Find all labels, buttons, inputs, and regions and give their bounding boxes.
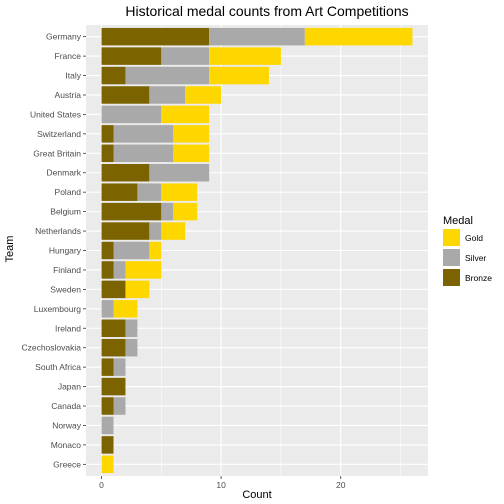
bar-silver-italy (125, 66, 210, 85)
x-tick-label: 20 (336, 480, 346, 490)
legend-label-silver: Silver (465, 253, 486, 263)
bar-bronze-italy (101, 66, 126, 85)
bar-bronze-switzerland (101, 125, 114, 143)
bar-bronze-belgium (101, 202, 162, 221)
bar-bronze-austria (101, 86, 150, 104)
legend-label-bronze: Bronze (465, 273, 492, 283)
bar-bronze-finland (101, 261, 114, 279)
bar-silver-south-africa (113, 358, 126, 376)
bar-bronze-monaco (101, 436, 114, 454)
x-axis-title: Count (242, 489, 271, 501)
bar-gold-austria (185, 86, 222, 104)
y-tick-label: Canada (51, 401, 81, 411)
bar-silver-netherlands (149, 222, 162, 240)
bar-gold-great-britain (173, 144, 210, 163)
y-axis-ticks: Germany France Italy Austria United States Sw… (21, 32, 86, 469)
y-tick-label: Monaco (51, 440, 82, 450)
bar-bronze-hungary (101, 241, 114, 260)
legend-label-gold: Gold (465, 233, 483, 243)
bar-silver-luxembourg (101, 300, 114, 318)
bar-silver-belgium (161, 202, 174, 221)
legend-swatch-silver (443, 249, 460, 266)
y-tick-label: Great Britain (33, 148, 81, 158)
bar-silver-germany (209, 27, 305, 46)
bar-bronze-japan (101, 377, 126, 396)
bar-silver-switzerland (113, 125, 174, 143)
bar-bronze-netherlands (101, 222, 150, 240)
y-tick-label: Netherlands (35, 226, 81, 236)
bar-bronze-great-britain (101, 144, 114, 163)
bar-gold-france (209, 47, 281, 65)
y-tick-label: United States (30, 109, 81, 119)
y-tick-label: Switzerland (37, 129, 81, 139)
y-tick-label: France (55, 51, 82, 61)
bar-gold-greece (101, 455, 114, 474)
y-tick-label: Luxembourg (34, 304, 82, 314)
bar-silver-norway (101, 416, 114, 435)
x-axis-ticks: 0 10 20 (99, 476, 346, 490)
bar-silver-denmark (149, 163, 210, 182)
bar-gold-netherlands (161, 222, 186, 240)
bar-bronze-germany (101, 27, 210, 46)
bar-gold-germany (304, 27, 413, 46)
bar-silver-ireland (125, 319, 138, 338)
bar-gold-united-states (161, 105, 210, 124)
bar-silver-canada (113, 397, 126, 415)
bar-gold-switzerland (173, 125, 210, 143)
y-tick-label: Finland (53, 265, 81, 275)
y-tick-label: Japan (58, 382, 81, 392)
y-tick-label: Sweden (50, 284, 81, 294)
bars (101, 27, 413, 474)
y-tick-label: Belgium (50, 207, 81, 217)
y-tick-label: Czechoslovakia (21, 343, 81, 353)
bar-silver-czechoslovakia (125, 338, 138, 357)
legend-swatch-bronze (443, 269, 460, 286)
bar-bronze-canada (101, 397, 114, 415)
y-tick-label: Ireland (55, 323, 81, 333)
bar-silver-poland (137, 183, 162, 201)
y-tick-label: Hungary (49, 246, 82, 256)
bar-silver-austria (149, 86, 186, 104)
x-tick-label: 10 (216, 480, 226, 490)
bar-gold-sweden (125, 280, 150, 299)
y-tick-label: Norway (52, 420, 82, 430)
bar-gold-hungary (149, 241, 162, 260)
bar-bronze-poland (101, 183, 138, 201)
bar-bronze-sweden (101, 280, 126, 299)
y-tick-label: Austria (55, 90, 82, 100)
legend: Medal Gold Silver Bronze (443, 215, 492, 286)
bar-bronze-ireland (101, 319, 126, 338)
bar-silver-great-britain (113, 144, 174, 163)
legend-title: Medal (443, 215, 473, 227)
bar-silver-hungary (113, 241, 150, 260)
y-tick-label: Denmark (47, 168, 82, 178)
bar-silver-finland (113, 261, 126, 279)
bar-silver-france (161, 47, 210, 65)
chart-title: Historical medal counts from Art Competi… (125, 3, 408, 19)
bar-gold-italy (209, 66, 269, 85)
x-tick-label: 0 (99, 480, 104, 490)
bar-gold-belgium (173, 202, 198, 221)
y-tick-label: Italy (65, 71, 81, 81)
y-tick-label: Poland (55, 187, 82, 197)
y-tick-label: Greece (53, 459, 81, 469)
bar-bronze-denmark (101, 163, 150, 182)
y-tick-label: South Africa (35, 362, 81, 372)
bar-gold-luxembourg (113, 300, 138, 318)
y-tick-label: Germany (46, 32, 82, 42)
y-axis-title: Team (4, 236, 16, 263)
bar-bronze-france (101, 47, 162, 65)
bar-gold-poland (161, 183, 198, 201)
legend-items: Gold Silver Bronze (443, 229, 492, 286)
bar-bronze-south-africa (101, 358, 114, 376)
bar-bronze-czechoslovakia (101, 338, 126, 357)
bar-gold-finland (125, 261, 162, 279)
bar-silver-united-states (101, 105, 162, 124)
legend-swatch-gold (443, 229, 460, 246)
